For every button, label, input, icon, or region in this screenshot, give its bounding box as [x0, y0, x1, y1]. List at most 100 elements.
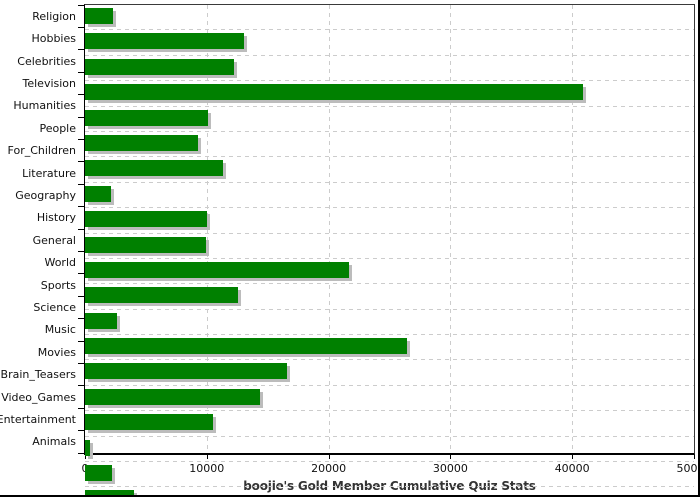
bar-row — [85, 236, 694, 260]
y-axis-tick — [78, 206, 84, 208]
y-axis-tick — [78, 228, 84, 230]
y-axis-tick — [78, 71, 84, 73]
bar-row — [85, 84, 694, 107]
vertical-gridline — [328, 5, 330, 453]
category-label: Literature — [22, 166, 76, 180]
y-axis-tick — [78, 295, 84, 297]
bar-row — [85, 287, 694, 311]
bar-row — [85, 134, 694, 158]
y-axis-tick — [78, 385, 84, 387]
y-axis-tick — [78, 94, 84, 96]
bar-movies — [85, 388, 261, 405]
y-axis-tick — [78, 362, 84, 364]
bar-general — [85, 261, 350, 278]
x-axis-tick — [85, 455, 86, 459]
category-label: History — [36, 211, 76, 225]
bar-humanities — [85, 109, 209, 126]
y-axis-labels: Religion Hobbies Celebrities Television Huma… — [0, 5, 76, 453]
bar-hobbies — [85, 33, 244, 50]
y-axis-tick — [78, 340, 84, 342]
bar-row — [85, 185, 694, 209]
y-axis-tick — [78, 161, 84, 163]
category-label: Religion — [32, 9, 76, 23]
vertical-gridline — [572, 5, 574, 453]
bar-religion — [85, 8, 113, 24]
bar-literature — [85, 185, 111, 202]
bar-for_children — [85, 160, 223, 177]
category-label: Brain_Teasers — [0, 368, 76, 382]
y-axis-tick — [78, 273, 84, 275]
bar-row — [85, 58, 694, 82]
bar-animals — [85, 490, 135, 495]
bar-row — [85, 211, 694, 234]
bar-row — [85, 439, 694, 463]
category-label: Celebrities — [17, 54, 76, 68]
x-tick-label: 30000 — [432, 462, 468, 475]
bar-sports — [85, 312, 118, 329]
x-axis-tick — [206, 455, 208, 459]
y-axis-tick — [78, 407, 84, 409]
category-label: Sports — [40, 278, 76, 292]
y-axis-tick — [78, 116, 84, 118]
bar-brain_teasers — [85, 414, 213, 431]
category-label: Movies — [37, 345, 76, 359]
category-label: For_Children — [7, 144, 76, 158]
bar-row — [85, 338, 694, 361]
category-label: Animals — [32, 435, 76, 449]
bar-row — [85, 8, 694, 31]
bar-row — [85, 160, 694, 184]
bar-row — [85, 363, 694, 387]
category-label: General — [32, 233, 76, 247]
bar-music — [85, 363, 288, 380]
bar-celebrities — [85, 58, 235, 75]
x-axis-tick — [694, 455, 695, 459]
bar-row — [85, 261, 694, 285]
bar-row — [85, 414, 694, 438]
category-label: Video_Games — [1, 390, 76, 404]
vertical-gridline — [206, 5, 208, 453]
category-label: Humanities — [13, 99, 76, 113]
y-axis-tick — [78, 49, 84, 51]
bar-geography — [85, 211, 208, 228]
x-tick-label: 40000 — [554, 462, 590, 475]
bar-row — [85, 33, 694, 57]
category-label: People — [39, 121, 76, 135]
bar-row — [85, 109, 694, 133]
category-label: Geography — [15, 188, 76, 202]
bar-world — [85, 287, 239, 304]
x-axis-tick — [572, 455, 574, 459]
x-tick-label: 10000 — [189, 462, 225, 475]
category-label: Music — [44, 323, 76, 337]
bar-video_games — [85, 439, 90, 456]
y-axis-tick — [78, 452, 84, 454]
bar-row — [85, 465, 694, 488]
y-axis-tick — [78, 4, 84, 6]
plot-area — [84, 4, 695, 495]
bar-science — [85, 338, 408, 355]
category-label: Television — [22, 76, 77, 90]
bar-row — [85, 490, 694, 495]
category-label: Entertainment — [0, 413, 76, 427]
bar-people — [85, 134, 199, 151]
x-axis-tick — [328, 455, 330, 459]
category-label: Hobbies — [31, 32, 76, 46]
category-label: Science — [33, 300, 76, 314]
y-axis-tick — [78, 183, 84, 185]
y-axis-tick — [78, 250, 84, 252]
bar-row — [85, 388, 694, 412]
x-axis-tick — [450, 455, 452, 459]
category-label: World — [44, 256, 76, 270]
chart-title: boojie's Gold Member Cumulative Quiz Sta… — [243, 479, 536, 493]
bar-row — [85, 312, 694, 336]
x-tick-label: 50000 — [676, 462, 699, 475]
y-axis-tick — [78, 138, 84, 140]
y-axis-tick — [78, 430, 84, 432]
y-axis-tick — [78, 318, 84, 320]
bar-entertainment — [85, 465, 113, 482]
bar-television — [85, 84, 584, 101]
bar-history — [85, 236, 206, 253]
y-axis-tick — [78, 26, 84, 28]
vertical-gridline — [450, 5, 452, 453]
x-tick-label: 20000 — [311, 462, 347, 475]
